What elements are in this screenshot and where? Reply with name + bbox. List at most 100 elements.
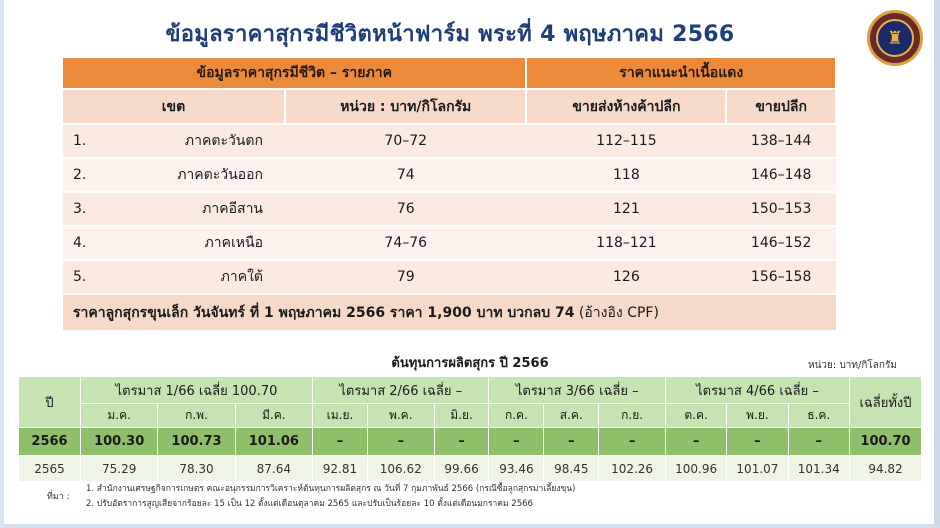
- header-red-meat: ราคาแนะนำเนื้อแดง: [526, 58, 837, 89]
- cell-value: –: [433, 427, 490, 456]
- source-line-2: 2. ปรับอัตราการสูญเสียจากร้อยละ 15 เป็น …: [86, 499, 533, 509]
- source-line-1: 1. สำนักงานเศรษฐกิจการเกษตร คณะอนุกรรมกา…: [86, 484, 576, 494]
- row-retail: 156–158: [726, 259, 836, 294]
- row-number: 5.: [63, 259, 107, 294]
- row-price: 74–76: [285, 225, 527, 260]
- cell-value: 78.30: [157, 455, 236, 482]
- cell-value: 100.96: [664, 455, 728, 482]
- table-row: 1. ภาคตะวันตก 70–72 112–115 138–144: [63, 123, 836, 158]
- piglet-price-main: ราคาลูกสุกรขุนเล็ก วันจันทร์ ที่ 1 พฤษภา…: [73, 304, 575, 321]
- row-average: 94.82: [849, 455, 922, 482]
- row-average: 100.70: [849, 427, 922, 456]
- row-number: 4.: [63, 225, 107, 260]
- cell-value: –: [726, 427, 789, 456]
- cell-value: –: [787, 427, 851, 456]
- cost-table-title: ต้นทุนการผลิตสุกร ปี 2566: [391, 356, 549, 371]
- row-price: 74: [285, 157, 527, 192]
- cell-value: 106.62: [366, 455, 435, 482]
- cell-value: 87.64: [234, 455, 314, 482]
- row-region: ภาคอีสาน: [107, 191, 285, 226]
- cell-value: 100.30: [79, 427, 159, 456]
- quarter-3-header: ไตรมาส 3/66 เฉลี่ย –: [488, 376, 666, 404]
- row-retail: 150–153: [726, 191, 836, 226]
- col-region: เขต: [63, 88, 286, 124]
- table-row: 4. ภาคเหนือ 74–76 118–121 146–152: [63, 225, 836, 260]
- row-region: ภาคตะวันออก: [107, 157, 285, 192]
- month-header: ส.ค.: [543, 403, 600, 428]
- col-unit: หน่วย : บาท/กิโลกรัม: [285, 88, 528, 124]
- month-header: ธ.ค.: [787, 403, 851, 428]
- cell-value: 98.45: [543, 455, 600, 482]
- seal-emblem-icon: ♜: [876, 19, 914, 57]
- cell-value: 99.66: [433, 455, 490, 482]
- month-header: ก.ย.: [598, 403, 666, 428]
- piglet-price-text: ราคาลูกสุกรขุนเล็ก วันจันทร์ ที่ 1 พฤษภา…: [63, 293, 836, 330]
- cell-value: 100.73: [157, 427, 236, 456]
- row-retail: 138–144: [726, 123, 836, 158]
- table-row: 2565 75.29 78.30 87.64 92.81 106.62 99.6…: [18, 455, 922, 482]
- month-header: พ.ค.: [366, 403, 435, 428]
- ministry-seal-icon: ♜: [867, 10, 923, 66]
- cost-table: ปี ไตรมาส 1/66 เฉลี่ย 100.70 ไตรมาส 2/66…: [18, 376, 922, 482]
- cell-value: –: [664, 427, 728, 456]
- month-header: ต.ค.: [664, 403, 728, 428]
- cost-table-quarter-header: ปี ไตรมาส 1/66 เฉลี่ย 100.70 ไตรมาส 2/66…: [18, 376, 922, 428]
- cell-value: –: [312, 427, 368, 456]
- month-header: ก.พ.: [157, 403, 236, 428]
- row-price: 79: [285, 259, 527, 294]
- table-row: 5. ภาคใต้ 79 126 156–158: [63, 259, 836, 294]
- row-region: ภาคตะวันตก: [107, 123, 285, 158]
- row-wholesale: 126: [526, 259, 727, 294]
- cell-value: 101.06: [234, 427, 314, 456]
- cell-value: –: [598, 427, 666, 456]
- month-header: ม.ค.: [79, 403, 159, 428]
- cell-value: 92.81: [312, 455, 368, 482]
- header-live-price: ข้อมูลราคาสุกรมีชีวิต – รายภาค: [63, 58, 528, 89]
- cell-value: –: [488, 427, 545, 456]
- row-region: ภาคเหนือ: [107, 225, 285, 260]
- table-row: 3. ภาคอีสาน 76 121 150–153: [63, 191, 836, 226]
- table-row: 2566 100.30 100.73 101.06 – – – – – – – …: [18, 427, 922, 456]
- col-year-average: เฉลี่ยทั้งปี: [849, 376, 922, 428]
- month-header: มิ.ย.: [433, 403, 490, 428]
- row-number: 1.: [63, 123, 107, 158]
- cell-value: 75.29: [79, 455, 159, 482]
- cell-value: –: [366, 427, 435, 456]
- price-table-subheader: เขต หน่วย : บาท/กิโลกรัม ขายส่งห้างค้าปล…: [63, 88, 837, 124]
- price-table: ข้อมูลราคาสุกรมีชีวิต – รายภาค ราคาแนะนำ…: [63, 58, 837, 330]
- table-row: 2. ภาคตะวันออก 74 118 146–148: [63, 157, 836, 192]
- month-header: พ.ย.: [726, 403, 789, 428]
- quarter-4-header: ไตรมาส 4/66 เฉลี่ย –: [664, 376, 851, 404]
- cost-table-month-header: ม.ค. ก.พ. มี.ค. เม.ย. พ.ค. มิ.ย. ก.ค. ส.…: [19, 403, 922, 428]
- left-border: [0, 0, 4, 528]
- col-year: ปี: [18, 376, 81, 428]
- piglet-price-reference: (อ้างอิง CPF): [574, 304, 659, 321]
- quarter-1-header: ไตรมาส 1/66 เฉลี่ย 100.70: [79, 376, 314, 404]
- row-retail: 146–148: [726, 157, 836, 192]
- cell-value: 102.26: [598, 455, 666, 482]
- month-header: ก.ค.: [488, 403, 545, 428]
- source-notes: 1. สำนักงานเศรษฐกิจการเกษตร คณะอนุกรรมกา…: [86, 482, 575, 512]
- row-wholesale: 112–115: [526, 123, 727, 158]
- row-price: 70–72: [285, 123, 527, 158]
- quarter-2-header: ไตรมาส 2/66 เฉลี่ย –: [312, 376, 490, 404]
- row-year: 2565: [18, 455, 81, 482]
- row-region: ภาคใต้: [107, 259, 285, 294]
- price-table-header: ข้อมูลราคาสุกรมีชีวิต – รายภาค ราคาแนะนำ…: [63, 58, 837, 89]
- col-wholesale: ขายส่งห้างค้าปลีก: [526, 88, 728, 124]
- row-number: 2.: [63, 157, 107, 192]
- row-year: 2566: [18, 427, 81, 456]
- cell-value: 101.34: [787, 455, 851, 482]
- row-wholesale: 118: [526, 157, 727, 192]
- month-header: เม.ย.: [312, 403, 368, 428]
- row-retail: 146–152: [726, 225, 836, 260]
- row-wholesale: 121: [526, 191, 727, 226]
- row-price: 76: [285, 191, 527, 226]
- source-label: ที่มา :: [47, 492, 70, 502]
- page-title: ข้อมูลราคาสุกรมีชีวิตหน้าฟาร์ม พระที่ 4 …: [165, 22, 735, 47]
- col-retail: ขายปลีก: [726, 88, 837, 124]
- cell-value: 93.46: [488, 455, 545, 482]
- row-wholesale: 118–121: [526, 225, 727, 260]
- row-number: 3.: [63, 191, 107, 226]
